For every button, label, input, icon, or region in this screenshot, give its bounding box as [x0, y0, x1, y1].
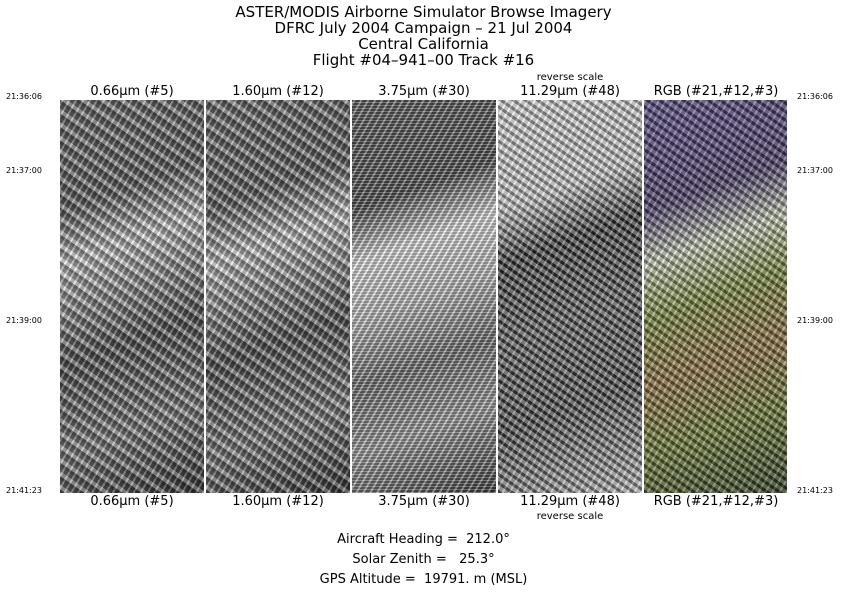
image-panel-11-29um [498, 100, 642, 493]
image-panel-3-75um [352, 100, 496, 493]
panel-label-top: 11.29μm (#48) [520, 84, 620, 99]
solar-zenith: Solar Zenith = 25.3° [352, 552, 495, 567]
time-label: 21:37:00 [797, 166, 833, 175]
time-label: 21:41:23 [797, 486, 833, 495]
time-label: 21:37:00 [6, 166, 42, 175]
panel-label-bottom: 11.29μm (#48) [520, 494, 620, 509]
panel-label-bottom: 3.75μm (#30) [378, 494, 470, 509]
time-label: 21:39:00 [797, 316, 833, 325]
aircraft-heading: Aircraft Heading = 212.0° [337, 532, 510, 547]
title-line: ASTER/MODIS Airborne Simulator Browse Im… [235, 3, 612, 21]
title-line: Flight #04–941–00 Track #16 [312, 51, 535, 69]
panel-label-top: 0.66μm (#5) [90, 84, 174, 99]
gps-altitude: GPS Altitude = 19791. m (MSL) [319, 572, 528, 587]
panel-label-top: 1.60μm (#12) [232, 84, 324, 99]
title-line: DFRC July 2004 Campaign – 21 Jul 2004 [274, 19, 573, 37]
time-label: 21:39:00 [6, 316, 42, 325]
panel-label-top: RGB (#21,#12,#3) [653, 84, 779, 99]
figure-title: ASTER/MODIS Airborne Simulator Browse Im… [0, 4, 847, 68]
reverse-scale-note-bottom: reverse scale [536, 511, 604, 522]
title-line: Central California [358, 35, 489, 53]
reverse-scale-note-top: reverse scale [536, 72, 604, 83]
image-panel-rgb [644, 100, 787, 493]
panel-label-top: 3.75μm (#30) [378, 84, 470, 99]
time-label: 21:36:06 [797, 92, 833, 101]
panel-label-bottom: 1.60μm (#12) [232, 494, 324, 509]
panel-label-bottom: 0.66μm (#5) [90, 494, 174, 509]
time-label: 21:36:06 [6, 92, 42, 101]
time-label: 21:41:23 [6, 486, 42, 495]
image-panel-0-66um [60, 100, 204, 493]
image-panel-1-60um [206, 100, 350, 493]
panel-label-bottom: RGB (#21,#12,#3) [653, 494, 779, 509]
